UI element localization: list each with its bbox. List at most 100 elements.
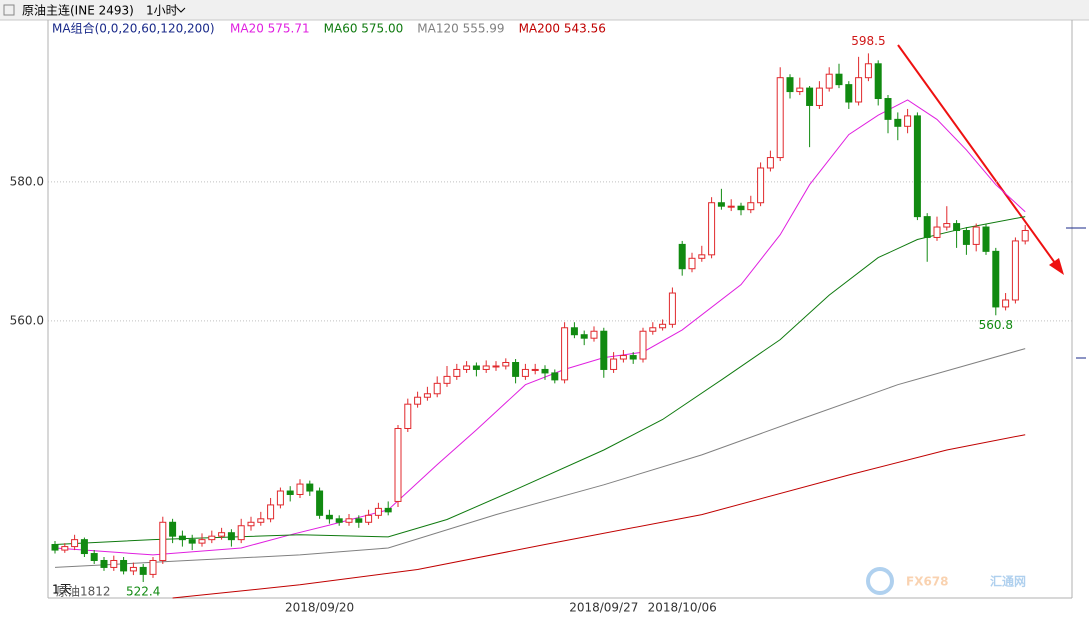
candle-body xyxy=(639,330,647,360)
candle-body xyxy=(374,507,382,516)
candle-body xyxy=(463,365,471,370)
y-tick-label: 560.0 xyxy=(10,313,44,327)
candle-body xyxy=(757,167,765,204)
candle-body xyxy=(384,507,392,513)
candle-body xyxy=(815,87,823,106)
candle-body xyxy=(110,559,118,568)
candle-body xyxy=(570,327,578,336)
ma-line xyxy=(54,99,1026,556)
candle-body xyxy=(923,216,931,238)
legend-entry: MA200 543.56 xyxy=(519,22,606,36)
candle-body xyxy=(531,368,539,371)
watermark-text: 汇通网 xyxy=(990,574,1026,589)
candle-body xyxy=(492,365,500,368)
candle-body xyxy=(786,77,794,93)
ma-line xyxy=(172,434,1026,599)
candle-body xyxy=(188,539,196,544)
trend-arrow-head xyxy=(1049,258,1064,275)
toolbar xyxy=(0,0,1089,20)
period[interactable]: 1小时 xyxy=(146,4,178,18)
bottom-label: 1天 xyxy=(52,583,72,597)
candle-body xyxy=(71,539,79,548)
candle-body xyxy=(551,372,559,381)
candle-body xyxy=(541,368,549,374)
candle-body xyxy=(169,521,177,537)
candle-body xyxy=(766,157,774,169)
x-tick-label: 2018/09/20 xyxy=(285,601,354,615)
candle-body xyxy=(325,514,333,520)
candle-body xyxy=(864,63,872,79)
candle-body xyxy=(227,532,235,541)
candle-body xyxy=(472,365,480,370)
candle-body xyxy=(286,490,294,495)
candle-body xyxy=(688,257,696,270)
period-arrow[interactable] xyxy=(176,7,186,13)
candle-body xyxy=(433,382,441,395)
watermark: FX678 汇通网 xyxy=(866,567,1026,595)
price-annotation: 598.5 xyxy=(851,34,885,48)
candle-body xyxy=(590,330,598,339)
candle-body xyxy=(580,334,588,339)
candle-body xyxy=(482,365,490,370)
candle-body xyxy=(698,254,706,259)
candle-body xyxy=(247,521,255,527)
menu-icon[interactable] xyxy=(3,4,15,16)
candle-body xyxy=(149,559,157,575)
candle-body xyxy=(561,327,569,381)
candle-body xyxy=(423,393,431,398)
indicator-label[interactable]: MA组合(0,0,20,60,120,200) xyxy=(52,21,215,36)
candle-body xyxy=(512,362,520,377)
candle-body xyxy=(904,115,912,127)
candle-body xyxy=(913,115,921,218)
candle-body xyxy=(120,559,128,572)
candle-body xyxy=(61,546,69,551)
legend-entry: MA120 555.99 xyxy=(417,22,504,36)
candle-body xyxy=(502,362,510,367)
candle-body xyxy=(90,553,98,561)
candle-body xyxy=(296,483,304,495)
candle-body xyxy=(1011,240,1019,301)
candle-body xyxy=(855,77,863,103)
candle-body xyxy=(727,205,735,208)
ma-line xyxy=(54,348,1026,568)
candle-body xyxy=(345,518,353,523)
candle-body xyxy=(776,77,784,159)
candle-body xyxy=(825,73,833,89)
candle-body xyxy=(335,518,343,523)
candle-body xyxy=(796,87,804,93)
candle-body xyxy=(306,483,314,492)
candle-body xyxy=(717,202,725,207)
candle-body xyxy=(453,368,461,377)
candle-body xyxy=(600,330,608,370)
candle-body xyxy=(668,292,676,325)
candle-body xyxy=(100,559,108,568)
candle-body xyxy=(1021,230,1029,242)
candle-body xyxy=(708,202,716,256)
candle-body xyxy=(992,250,1000,308)
candle-body xyxy=(443,375,451,384)
ma-line xyxy=(54,216,1026,545)
symbol[interactable]: 原油主连(INE 2493) xyxy=(22,3,134,18)
price-annotation: 560.8 xyxy=(979,318,1013,332)
watermark-text: FX678 xyxy=(906,575,949,589)
x-tick-label: 2018/10/06 xyxy=(648,601,717,615)
candle-body xyxy=(237,525,245,541)
candle-body xyxy=(737,205,745,211)
candle-body xyxy=(80,539,88,555)
x-tick-label: 2018/09/27 xyxy=(569,601,638,615)
candle-body xyxy=(198,539,206,544)
candle-body xyxy=(276,490,284,506)
candle-body xyxy=(659,323,667,329)
candle-body xyxy=(218,532,226,537)
candle-body xyxy=(1002,299,1010,308)
candle-body xyxy=(894,118,902,127)
candle-body xyxy=(51,544,59,551)
candle-body xyxy=(629,355,637,360)
candle-body xyxy=(316,490,324,516)
candle-body xyxy=(610,358,618,370)
candle-body xyxy=(943,223,951,228)
watermark-logo xyxy=(866,567,894,595)
candle-body xyxy=(747,202,755,211)
legend-entry: MA20 575.71 xyxy=(230,22,310,36)
